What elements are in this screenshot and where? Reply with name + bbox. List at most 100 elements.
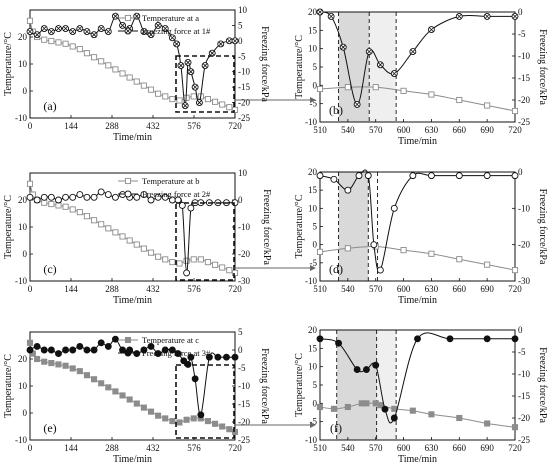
data-point (231, 269, 239, 276)
data-point-cross (106, 29, 111, 34)
data-point (98, 221, 105, 228)
data-point (176, 419, 183, 426)
data-point-cross (84, 29, 90, 34)
y-axis-label: Temperature/°C (3, 32, 14, 96)
x-tick-label: 540 (341, 125, 355, 135)
data-point (83, 346, 91, 354)
data-point-cross (512, 14, 518, 19)
y-axis-label: Temperature/°C (294, 194, 305, 258)
data-point (126, 237, 133, 244)
data-point (124, 190, 132, 198)
data-point (409, 407, 416, 414)
data-point (83, 193, 91, 201)
x-tick-label: 660 (453, 125, 467, 135)
data-point-cross (178, 63, 184, 68)
data-point (83, 50, 90, 57)
chart-panel-5: 0 144 288 432 576 720-1001020-25-20-15-10-505… (3, 327, 270, 465)
data-point (187, 353, 195, 361)
data-point (76, 209, 83, 216)
data-point (62, 362, 69, 369)
data-point (62, 40, 69, 47)
y2-tick-label: -25 (238, 113, 250, 123)
x-tick-label: 690 (480, 125, 494, 135)
x-tick-label: 288 (105, 284, 119, 294)
data-point (427, 172, 435, 180)
data-point (390, 204, 398, 212)
y-tick-label: -10 (15, 276, 27, 286)
x-tick-label: 720 (508, 125, 522, 135)
legend: Temperature at a Freezing force at 1# (118, 13, 211, 36)
data-point (154, 350, 162, 358)
legend-label: Temperature at c (142, 335, 199, 345)
data-point (190, 256, 197, 263)
panel-label: (c) (43, 262, 56, 276)
data-point (41, 36, 48, 43)
x-tick-label: 576 (187, 443, 201, 453)
data-point (335, 339, 343, 347)
data-point (456, 96, 463, 104)
y-tick-label: 0 (23, 86, 28, 96)
x-tick-label: 510 (313, 284, 327, 294)
data-point (330, 405, 337, 412)
data-point (183, 257, 190, 264)
y2-tick-label: -20 (238, 249, 250, 259)
x-tick-label: 0 (28, 284, 33, 294)
data-point (91, 54, 98, 61)
data-point (168, 346, 176, 354)
data-point-cross (392, 71, 397, 76)
data-point (62, 203, 69, 210)
y2-tick-label: -10 (518, 369, 530, 379)
data-point (484, 261, 491, 268)
data-point (484, 102, 491, 109)
data-point (169, 96, 176, 103)
data-point (76, 342, 84, 350)
data-point (55, 202, 62, 209)
x-tick-label: 630 (425, 284, 439, 294)
x-tick-label: 720 (228, 284, 242, 294)
x-axis-label: Time/min (398, 295, 437, 306)
y-tick-label: 10 (308, 203, 318, 213)
data-point (55, 350, 62, 358)
data-point (104, 342, 112, 350)
x-tick-label: 540 (341, 443, 355, 453)
y2-tick-label: -5 (518, 347, 526, 357)
data-point (33, 342, 41, 350)
y2-tick-label: -20 (518, 95, 530, 105)
data-point (111, 193, 119, 201)
data-point (377, 402, 384, 409)
data-point-cross (77, 26, 83, 31)
data-point-cross (148, 32, 154, 37)
data-point (390, 414, 398, 422)
data-point (446, 335, 454, 343)
data-point (483, 335, 491, 343)
data-point (364, 172, 372, 180)
x-tick-label: 576 (187, 121, 201, 131)
data-point (176, 97, 183, 104)
data-point-cross (34, 32, 40, 37)
data-point (155, 412, 162, 419)
data-point (187, 204, 195, 212)
data-point (69, 346, 77, 354)
data-point (226, 267, 233, 274)
zoom-callout-2 (175, 202, 316, 281)
legend-label: Freezing force at 1# (142, 26, 211, 36)
data-point (76, 191, 84, 199)
data-point (362, 366, 370, 374)
series-freezing-force (26, 335, 239, 419)
y2-tick-label: -30 (238, 276, 250, 286)
data-point (69, 193, 77, 201)
x-tick-label: 144 (64, 121, 78, 131)
y-tick-label: 10 (18, 222, 28, 232)
data-point-cross (174, 41, 179, 47)
x-tick-label: 660 (453, 284, 467, 294)
data-point (363, 400, 370, 407)
y2-tick-label: -10 (238, 381, 250, 391)
data-point (316, 172, 324, 180)
data-point (316, 335, 324, 343)
data-point-cross (182, 103, 188, 108)
data-point (48, 200, 55, 208)
y2-tick-label: 0 (518, 167, 523, 177)
data-point (91, 376, 98, 383)
data-point (124, 336, 132, 344)
data-point (26, 339, 34, 346)
